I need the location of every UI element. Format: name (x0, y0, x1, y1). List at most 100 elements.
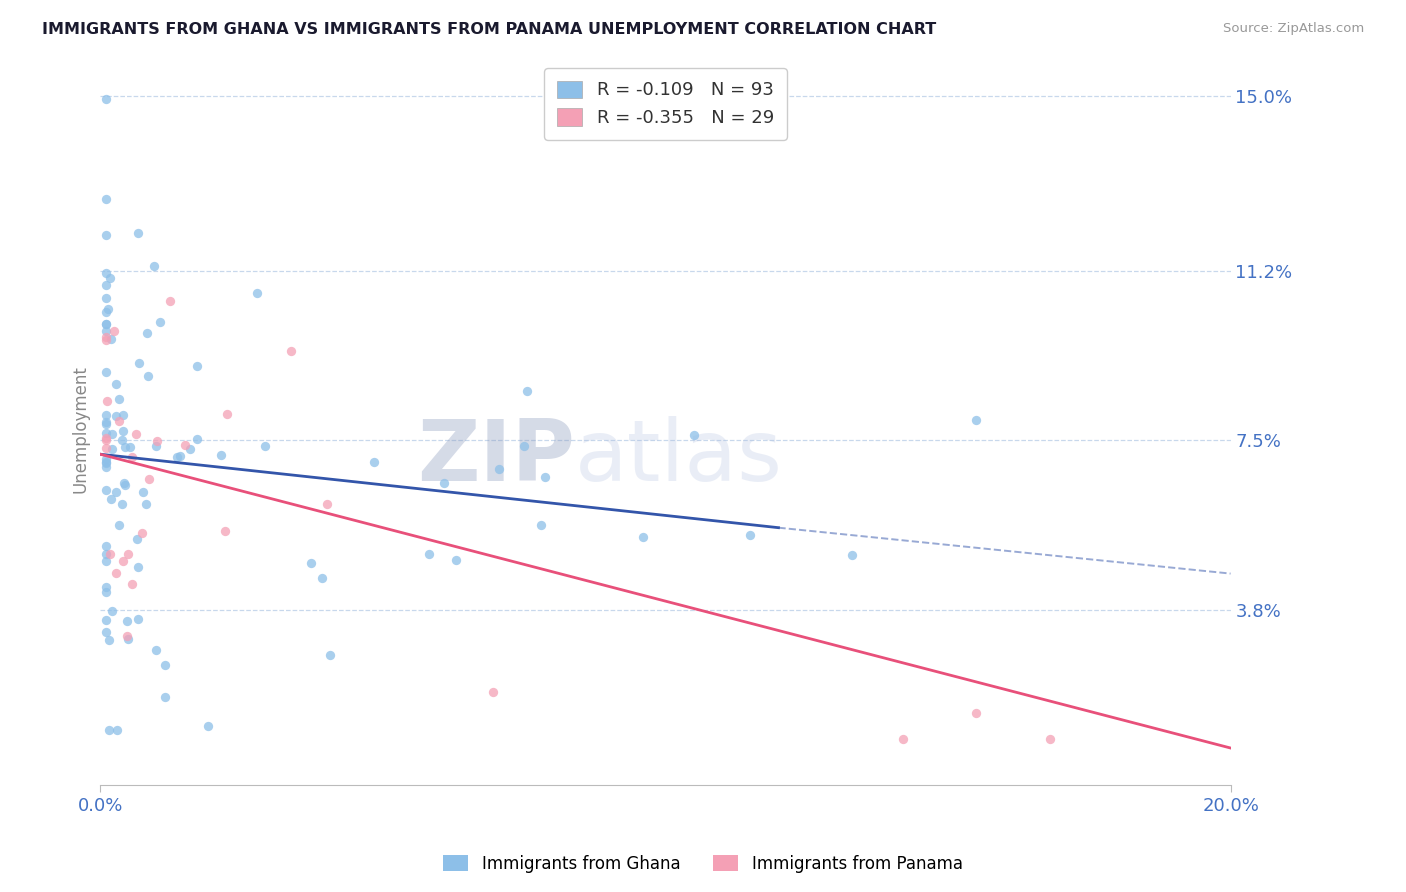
Point (105, 376, 128, 391)
Point (311, 571, 333, 585)
Point (94, 613, 117, 627)
Point (100, 492, 122, 507)
Text: ZIP: ZIP (418, 416, 575, 499)
Point (318, 648, 340, 662)
Point (418, 547, 440, 561)
Point (513, 439, 536, 453)
Point (155, 690, 177, 705)
Point (135, 497, 157, 511)
Point (98, 270, 121, 285)
Point (94, 451, 117, 466)
Point (111, 408, 134, 422)
Point (740, 527, 762, 541)
Point (315, 497, 337, 511)
Legend: R = -0.109   N = 93, R = -0.355   N = 29: R = -0.109 N = 93, R = -0.355 N = 29 (544, 68, 786, 140)
Point (131, 485, 153, 500)
Point (682, 428, 704, 442)
Point (136, 369, 159, 384)
Point (94, 624, 117, 639)
Point (145, 439, 167, 453)
Point (94, 330, 117, 344)
Point (98, 548, 121, 562)
Point (143, 259, 166, 273)
Point (94, 459, 117, 474)
Point (246, 285, 269, 300)
Point (94, 483, 117, 497)
Point (117, 614, 139, 628)
Point (135, 326, 157, 340)
Point (433, 476, 456, 491)
Point (121, 450, 143, 464)
Point (446, 552, 468, 566)
Point (159, 293, 181, 308)
Point (530, 518, 553, 533)
Point (111, 424, 134, 438)
Point (94, 433, 117, 447)
Point (101, 442, 124, 457)
Point (125, 427, 148, 442)
Point (96, 304, 118, 318)
Point (94, 92, 117, 106)
Point (120, 440, 142, 454)
Point (96, 393, 118, 408)
Point (94, 228, 117, 243)
Point (299, 556, 322, 570)
Point (94, 365, 117, 379)
Point (482, 684, 505, 698)
Point (107, 723, 129, 737)
Point (149, 315, 172, 329)
Point (363, 455, 385, 469)
Point (94, 585, 117, 599)
Point (94, 581, 117, 595)
Point (111, 434, 134, 448)
Point (253, 439, 276, 453)
Legend: Immigrants from Ghana, Immigrants from Panama: Immigrants from Ghana, Immigrants from P… (436, 848, 970, 880)
Point (117, 632, 139, 646)
Point (127, 560, 149, 574)
Point (1039, 731, 1062, 746)
Point (112, 476, 135, 491)
Point (104, 409, 127, 423)
Point (94, 409, 117, 423)
Point (174, 438, 197, 452)
Point (121, 577, 143, 591)
Point (111, 497, 134, 511)
Point (131, 526, 153, 541)
Point (965, 706, 987, 721)
Point (94, 317, 117, 331)
Point (965, 413, 987, 427)
Point (114, 440, 136, 454)
Point (280, 344, 302, 359)
Point (94, 192, 117, 206)
Point (209, 448, 232, 462)
Point (127, 226, 149, 240)
Point (94, 425, 117, 440)
Point (97, 301, 120, 316)
Point (94, 441, 117, 455)
Point (94, 317, 117, 331)
Point (112, 554, 135, 568)
Point (94, 417, 117, 432)
Point (103, 324, 125, 338)
Point (94, 415, 117, 429)
Point (101, 603, 124, 617)
Point (186, 432, 208, 446)
Point (169, 449, 191, 463)
Point (841, 548, 863, 562)
Point (108, 414, 131, 428)
Point (107, 518, 129, 533)
Point (94, 457, 117, 471)
Point (128, 356, 150, 370)
Point (145, 642, 167, 657)
Point (94, 554, 117, 568)
Point (516, 384, 538, 399)
Point (94, 547, 117, 561)
Point (97, 632, 120, 647)
Point (166, 450, 188, 464)
Point (104, 484, 127, 499)
Point (488, 461, 510, 475)
Point (186, 359, 208, 373)
Point (104, 566, 127, 580)
Text: IMMIGRANTS FROM GHANA VS IMMIGRANTS FROM PANAMA UNEMPLOYMENT CORRELATION CHART: IMMIGRANTS FROM GHANA VS IMMIGRANTS FROM… (42, 22, 936, 37)
Point (94, 455, 117, 469)
